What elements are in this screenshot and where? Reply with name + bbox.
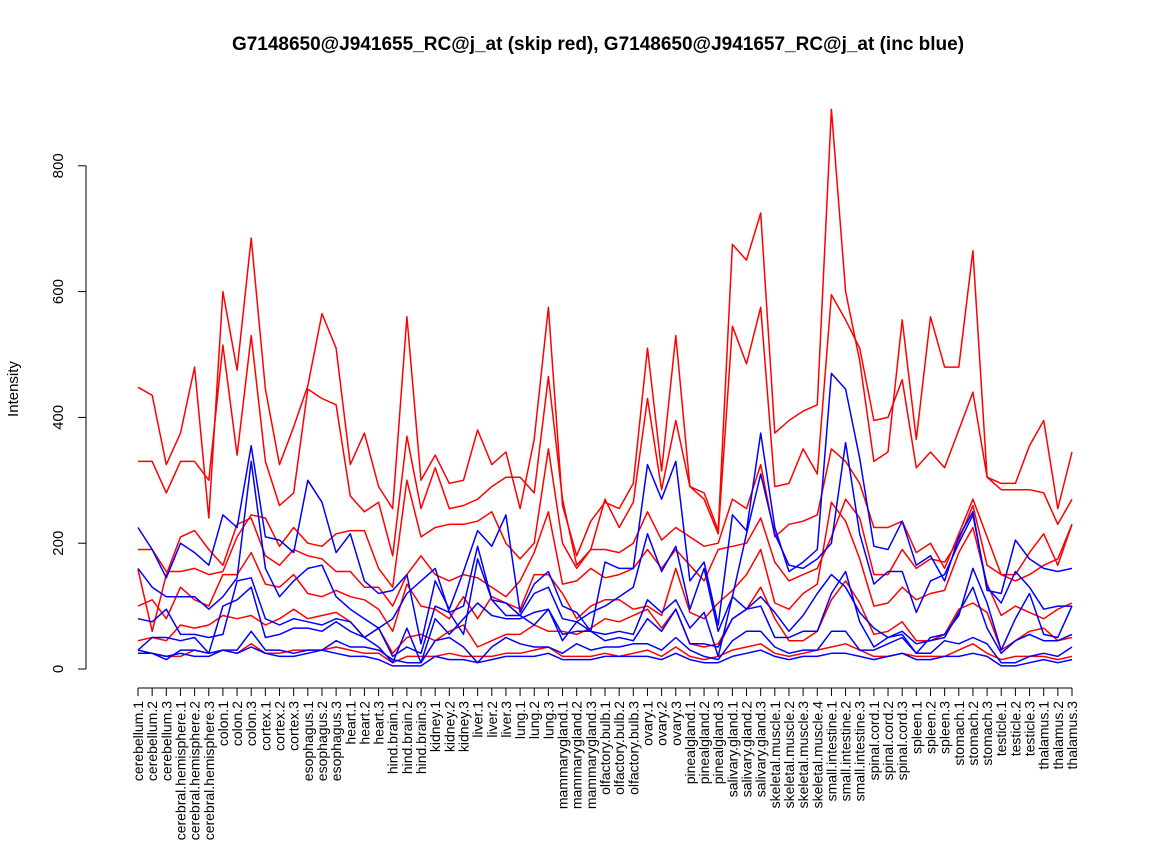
- x-tick-label: olfactory.bulb.1: [597, 701, 613, 795]
- series-layer: [137, 108, 1073, 667]
- y-tick-label: 0: [50, 665, 67, 673]
- series-line-skip-2: [138, 293, 1073, 566]
- x-tick-label: colon.2: [229, 701, 245, 746]
- x-tick-label: olfactory.bulb.2: [611, 701, 627, 795]
- x-tick-label: liver.3: [498, 701, 514, 738]
- x-tick-label: cerebellum.3: [158, 701, 174, 781]
- x-tick-label: stomach.3: [979, 701, 995, 766]
- x-tick-label: ovary.1: [639, 701, 655, 746]
- x-tick-label: spleen.2: [922, 701, 938, 754]
- x-tick-label: esophagus.3: [328, 701, 344, 781]
- x-tick-label: lung.2: [526, 701, 542, 739]
- x-tick-label: cortex.2: [272, 701, 288, 751]
- x-tick-label: kidney.3: [455, 701, 471, 752]
- y-tick-label: 400: [50, 405, 67, 430]
- chart-title: G7148650@J941655_RC@j_at (skip red), G71…: [232, 34, 964, 55]
- x-tick-label: hind.brain.1: [385, 701, 401, 774]
- x-tick-label: stomach.2: [965, 701, 981, 766]
- x-tick-label: thalamus.1: [1036, 701, 1052, 770]
- x-tick-label: cortex.1: [257, 701, 273, 751]
- x-tick-label: thalamus.2: [1050, 701, 1066, 770]
- x-tick-label: cerebral.hemisphere.3: [201, 701, 217, 841]
- y-tick-label: 800: [50, 153, 67, 178]
- x-tick-label: colon.3: [243, 701, 259, 746]
- x-tick-label: salivary.gland.3: [753, 701, 769, 797]
- x-tick-label: colon.1: [215, 701, 231, 746]
- y-axis-label: Intensity: [5, 361, 22, 417]
- x-tick-label: kidney.2: [441, 701, 457, 752]
- x-tick-label: pinealgland.1: [682, 701, 698, 785]
- x-tick-label: lung.3: [540, 701, 556, 739]
- x-tick-label: heart.2: [356, 701, 372, 745]
- x-tick-label: pinealgland.3: [710, 701, 726, 785]
- y-axis: 0 200 400 600 800: [50, 153, 87, 673]
- series-line-skip-3: [138, 448, 1073, 588]
- x-tick-label: small.intestine.1: [823, 701, 839, 802]
- series-line-inc-13: [137, 646, 1073, 667]
- x-tick-label: skeletal.muscle.1: [767, 701, 783, 809]
- series-line-skip-7: [138, 643, 1073, 664]
- series-line-inc-10: [137, 558, 1073, 658]
- x-tick-label: spinal.cord.3: [894, 701, 910, 781]
- x-tick-label: lung.1: [512, 701, 528, 739]
- x-tick-label: spleen.1: [908, 701, 924, 754]
- x-tick-label: ovary.2: [654, 701, 670, 746]
- series-line-inc-8: [137, 372, 1073, 645]
- y-tick-label: 200: [50, 531, 67, 556]
- series-line-inc-9: [137, 441, 1072, 633]
- x-tick-label: esophagus.2: [314, 701, 330, 781]
- x-tick-label: testicle.2: [1007, 701, 1023, 756]
- x-tick-label: kidney.1: [427, 701, 443, 752]
- x-tick-label: salivary.gland.2: [739, 701, 755, 797]
- x-tick-label: stomach.1: [951, 701, 967, 766]
- x-tick-label: cerebral.hemisphere.2: [187, 701, 203, 841]
- x-tick-label: liver.2: [484, 701, 500, 738]
- x-tick-label: cortex.3: [286, 701, 302, 751]
- x-tick-label: testicle.1: [993, 701, 1009, 756]
- x-axis: cerebellum.1cerebellum.2cerebellum.3cere…: [130, 687, 1080, 841]
- y-tick-label: 600: [50, 279, 67, 304]
- x-tick-label: skeletal.muscle.4: [809, 701, 825, 809]
- series-line-inc-11: [137, 570, 1073, 664]
- series-line-skip-5: [137, 501, 1073, 633]
- x-tick-label: testicle.3: [1022, 701, 1038, 756]
- x-tick-label: ovary.3: [668, 701, 684, 746]
- x-tick-label: spleen.3: [937, 701, 953, 754]
- x-tick-label: olfactory.bulb.3: [625, 701, 641, 795]
- x-tick-label: heart.1: [342, 701, 358, 745]
- x-tick-label: mammarygland.3: [583, 701, 599, 809]
- x-tick-label: cerebral.hemisphere.1: [172, 701, 188, 841]
- x-tick-label: spinal.cord.2: [880, 701, 896, 781]
- series-line-skip-1: [137, 108, 1073, 557]
- x-tick-label: small.intestine.2: [838, 701, 854, 802]
- x-tick-label: spinal.cord.1: [866, 701, 882, 781]
- x-tick-label: cerebellum.1: [130, 701, 146, 781]
- series-line-skip-6: [137, 580, 1073, 655]
- x-tick-label: mammarygland.1: [555, 701, 571, 809]
- x-tick-label: skeletal.muscle.2: [781, 701, 797, 809]
- x-tick-label: small.intestine.3: [852, 701, 868, 802]
- x-tick-label: mammarygland.2: [569, 701, 585, 809]
- x-tick-label: skeletal.muscle.3: [795, 701, 811, 809]
- x-tick-label: cerebellum.2: [144, 701, 160, 781]
- x-tick-label: liver.1: [470, 701, 486, 738]
- x-tick-label: heart.3: [371, 701, 387, 745]
- x-tick-label: pinealgland.2: [696, 701, 712, 785]
- series-line-inc-12: [138, 630, 1073, 664]
- x-tick-label: salivary.gland.1: [724, 701, 740, 797]
- x-tick-label: esophagus.1: [300, 701, 316, 781]
- x-tick-label: thalamus.3: [1064, 701, 1080, 770]
- x-tick-label: hind.brain.3: [413, 701, 429, 774]
- x-tick-label: hind.brain.2: [399, 701, 415, 774]
